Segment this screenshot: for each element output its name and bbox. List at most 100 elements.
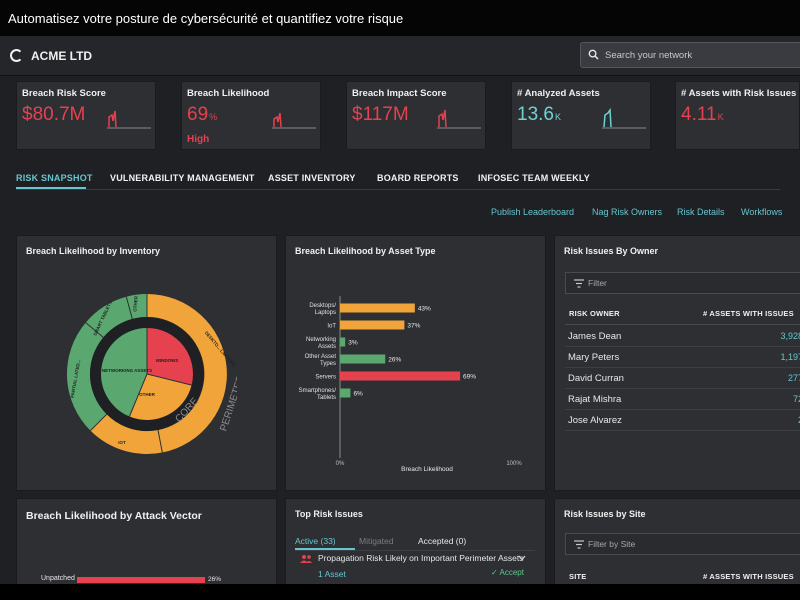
kpi-label: # Assets with Risk Issues: [681, 88, 797, 99]
tab-accepted-issues[interactable]: Accepted (0): [418, 536, 467, 546]
x-tick-label: 0%: [336, 461, 345, 467]
owner-asset-count[interactable]: 277: [787, 373, 800, 383]
owner-filter-input[interactable]: [588, 276, 788, 290]
owner-name: James Dean: [568, 331, 622, 342]
kpi-label: Breach Risk Score: [22, 88, 106, 99]
site-filter-box[interactable]: [565, 533, 800, 555]
tab-infosec-team-weekly[interactable]: INFOSEC TEAM WEEKLY: [478, 173, 590, 183]
bar-value-label: 43%: [418, 306, 431, 313]
brand-name: ACME LTD: [31, 49, 93, 63]
owner-asset-count[interactable]: 72: [792, 394, 800, 404]
attack-vector-category: Unpatched: [41, 575, 75, 582]
owner-asset-count[interactable]: 3,928: [780, 331, 800, 341]
owner-asset-count[interactable]: 1,197: [780, 352, 800, 362]
trend-sparkline-icon: [437, 109, 481, 129]
col-header-assets-with-issues[interactable]: # ASSETS WITH ISSUES: [703, 309, 794, 318]
category-label: Servers: [315, 375, 336, 381]
tab-asset-inventory[interactable]: ASSET INVENTORY: [268, 173, 356, 183]
sunburst-outer-perimeter: [147, 294, 227, 453]
category-label: Other Asset Types: [305, 354, 337, 367]
sunburst-outer-other: [126, 293, 147, 319]
kpi-assets-with-risk-issues[interactable]: # Assets with Risk Issues 4.11K: [675, 81, 800, 150]
kpi-analyzed-assets[interactable]: # Analyzed Assets 13.6K: [511, 81, 651, 150]
x-tick-label: 100%: [506, 461, 522, 467]
bottom-bar: [0, 584, 800, 600]
inventory-sunburst-chart[interactable]: WINDOWS DESKTO... LAPTOPS NETWORKING ASS…: [57, 284, 237, 464]
issue-asset-count[interactable]: 1 Asset: [318, 569, 346, 579]
table-row[interactable]: Mary Peters 1,197: [565, 347, 800, 368]
sunburst-label-other-inner: OTHER: [139, 392, 156, 397]
bar-value-label: 6%: [353, 391, 363, 398]
kpi-label: Breach Likelihood: [187, 88, 270, 99]
owner-filter-box[interactable]: [565, 272, 800, 294]
header-divider: [565, 324, 800, 325]
kpi-breach-likelihood[interactable]: Breach Likelihood 69% High: [181, 81, 321, 150]
table-row[interactable]: Jose Alvarez 2: [565, 410, 800, 431]
top-bar: ACME LTD: [0, 36, 800, 76]
kpi-value: 4.11K: [681, 104, 724, 125]
inventory-panel: Breach Likelihood by Inventory WINDOWS D…: [16, 235, 277, 491]
promo-banner: Automatisez votre posture de cybersécuri…: [0, 0, 800, 36]
bar-1: [340, 320, 405, 330]
publish-leaderboard-link[interactable]: Publish Leaderboard: [491, 207, 575, 217]
category-label: Smartphones/Tablets: [299, 388, 337, 401]
active-subtab-indicator: [295, 548, 355, 550]
site-filter-input[interactable]: [588, 537, 788, 551]
attack-vector-panel: Breach Likelihood by Attack Vector Unpat…: [16, 498, 277, 584]
search-box[interactable]: [580, 42, 800, 68]
subtab-divider: [295, 550, 535, 551]
workflows-link[interactable]: Workflows: [741, 207, 783, 217]
tab-vulnerability-management[interactable]: VULNERABILITY MANAGEMENT: [110, 173, 255, 183]
x-axis-title: Breach Likelihood: [401, 466, 453, 473]
logo-icon: [10, 49, 23, 62]
attack-vector-value-label: 26%: [208, 576, 222, 583]
risk-details-link[interactable]: Risk Details: [677, 207, 725, 217]
asset-type-bar-chart: 43% Desktops/Laptops 37% IoT 3% Networking Ass…: [299, 296, 522, 473]
kpi-severity: High: [187, 134, 210, 145]
owner-name: Mary Peters: [568, 352, 620, 363]
sunburst-label-iot: IOT: [118, 440, 126, 445]
chevron-down-icon[interactable]: [518, 555, 526, 561]
accept-button[interactable]: ✓ Accept: [491, 568, 524, 577]
owner-name: Jose Alvarez: [568, 415, 622, 426]
sunburst-label-partial: PARTIAL LATED...: [70, 359, 82, 398]
search-input[interactable]: [605, 47, 795, 64]
bar-5: [340, 388, 351, 398]
bar-value-label: 69%: [463, 374, 476, 381]
bar-value-label: 26%: [388, 357, 401, 364]
sunburst-outer-partial: [66, 322, 107, 431]
kpi-label: Breach Impact Score: [352, 88, 447, 99]
top-risk-issues-panel: Top Risk Issues Active (33) Mitigated Ac…: [285, 498, 546, 584]
sunburst-inner-red: [147, 328, 193, 386]
kpi-label: # Analyzed Assets: [517, 88, 600, 99]
tab-mitigated-issues[interactable]: Mitigated: [359, 536, 394, 546]
table-row[interactable]: James Dean 3,928: [565, 326, 800, 347]
bar-value-label: 3%: [348, 340, 358, 347]
bar-0: [340, 303, 415, 313]
col-header-risk-owner[interactable]: RISK OWNER: [569, 309, 620, 318]
category-label: Networking Assets: [306, 337, 336, 350]
sunburst-outer-tablets: [85, 296, 133, 338]
tab-active-issues[interactable]: Active (33): [295, 536, 336, 546]
table-row[interactable]: David Curran 277: [565, 368, 800, 389]
kpi-breach-risk-score[interactable]: Breach Risk Score $80.7M: [16, 81, 156, 150]
col-header-site-assets[interactable]: # ASSETS WITH ISSUES: [703, 572, 794, 581]
attack-vector-bar: [77, 577, 205, 583]
bar-4: [340, 371, 461, 381]
tab-divider: [16, 189, 780, 190]
trend-sparkline-icon: [272, 112, 316, 129]
tab-board-reports[interactable]: BOARD REPORTS: [377, 173, 459, 183]
nag-risk-owners-link[interactable]: Nag Risk Owners: [592, 207, 663, 217]
tab-risk-snapshot[interactable]: RISK SNAPSHOT: [16, 173, 93, 183]
issue-title[interactable]: Propagation Risk Likely on Important Per…: [318, 553, 524, 563]
kpi-breach-impact-score[interactable]: Breach Impact Score $117M: [346, 81, 486, 150]
dashboard-app: ACME LTD Breach Risk Score $80.7M Breach…: [0, 36, 800, 584]
owner-name: Rajat Mishra: [568, 394, 622, 405]
bar-2: [340, 337, 346, 347]
panel-title: Risk Issues By Owner: [564, 246, 659, 256]
kpi-value: 69%: [187, 104, 218, 125]
col-header-site[interactable]: SITE: [569, 572, 587, 581]
owner-asset-count[interactable]: 2: [798, 415, 800, 425]
table-row[interactable]: Rajat Mishra 72: [565, 389, 800, 410]
filter-icon: [574, 540, 584, 549]
